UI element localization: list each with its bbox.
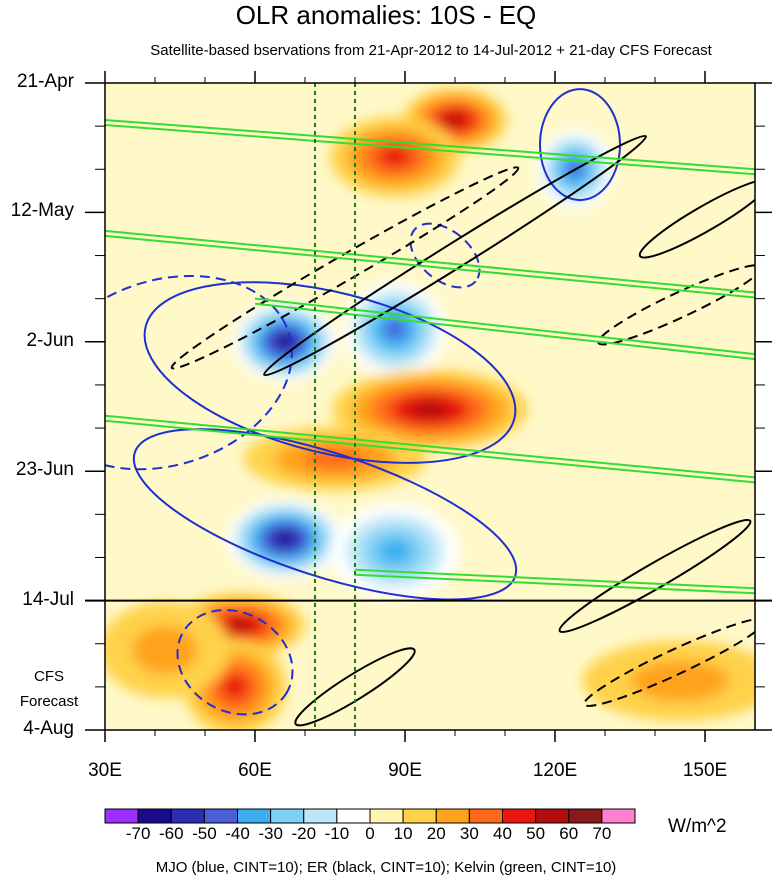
anomaly-blob-12-2 xyxy=(631,660,729,701)
er-contour-0 xyxy=(170,166,520,370)
colorbar-swatch-8 xyxy=(369,808,404,824)
forecast-label-line2: Forecast xyxy=(19,693,79,710)
colorbar-label--50: -50 xyxy=(192,824,217,843)
colorbar-swatch-15 xyxy=(601,808,636,824)
colorbar-swatch-12 xyxy=(502,808,537,824)
mjo-contour-0 xyxy=(105,274,293,471)
anomaly-blob-10-4 xyxy=(222,674,248,699)
colorbar-label--20: -20 xyxy=(291,824,317,843)
forecast-label-line1: CFS xyxy=(34,668,64,685)
anomaly-blob-1-4 xyxy=(378,146,412,167)
plot-frame xyxy=(104,82,756,731)
colorbar-swatch-7 xyxy=(336,808,371,824)
kelvin-contour-4-1 xyxy=(354,573,755,595)
kelvin-contour-4-0 xyxy=(354,568,755,590)
y-tick-label-14-Jul: 14-Jul xyxy=(22,588,74,610)
chart-title: OLR anomalies: 10S - EQ xyxy=(235,0,537,30)
anomaly-blob-7-7 xyxy=(276,533,294,545)
mjo-contour-5 xyxy=(409,222,481,289)
colorbar-label--10: -10 xyxy=(324,824,350,843)
colorbar-swatch-10 xyxy=(435,808,470,824)
x-tick-label-120E: 120E xyxy=(532,760,578,781)
colorbar-swatch-11 xyxy=(468,808,503,824)
er-contour-2 xyxy=(597,264,755,346)
mjo-contour-3 xyxy=(176,609,294,716)
kelvin-contour-2-0 xyxy=(254,297,755,356)
colorbar-swatch-1 xyxy=(137,808,172,824)
er-contour-1 xyxy=(263,134,647,377)
x-tick-label-150E: 150E xyxy=(682,760,728,781)
x-tick-label-60E: 60E xyxy=(238,760,272,781)
er-contour-3 xyxy=(638,178,755,259)
anomaly-blob-3-7 xyxy=(277,336,293,348)
colorbar-label-70: 70 xyxy=(592,824,612,843)
colorbar-units: W/m^2 xyxy=(668,816,727,837)
anomaly-blob-11-2 xyxy=(132,625,198,674)
y-tick-label-2-Jun: 2-Jun xyxy=(26,329,74,351)
x-tick-label-30E: 30E xyxy=(88,760,122,781)
er-contour-6 xyxy=(294,647,416,727)
y-tick-label-21-Apr: 21-Apr xyxy=(16,71,74,92)
mjo-contour-2 xyxy=(143,281,517,464)
anomaly-blob-8-4 xyxy=(378,539,412,564)
colorbar-swatch-4 xyxy=(237,808,272,824)
colorbar-swatch-2 xyxy=(170,808,205,824)
colorbar-label-60: 60 xyxy=(559,824,579,843)
colorbar-label--70: -70 xyxy=(125,824,151,843)
colorbar-swatch-0 xyxy=(104,808,139,824)
anomaly-blob-0-5 xyxy=(444,113,466,127)
mjo-contour-1 xyxy=(132,428,518,601)
chart-subtitle: Satellite-based bservations from 21-Apr-… xyxy=(150,42,712,59)
chart-footer: MJO (blue, CINT=10); ER (black, CINT=10)… xyxy=(155,859,617,876)
colorbar-swatch-5 xyxy=(270,808,305,824)
colorbar-label-20: 20 xyxy=(426,824,446,843)
kelvin-contour-3-0 xyxy=(105,414,755,479)
anomaly-blob-5-5 xyxy=(410,401,450,418)
contour-layer xyxy=(105,83,755,730)
kelvin-contour-2-1 xyxy=(254,302,755,361)
colorbar xyxy=(104,808,636,824)
colorbar-swatch-13 xyxy=(535,808,570,824)
y-tick-label-12-May: 12-May xyxy=(10,200,74,222)
er-contour-4 xyxy=(558,518,752,633)
colorbar-label--40: -40 xyxy=(225,824,250,843)
colorbar-swatch-3 xyxy=(203,808,238,824)
kelvin-contour-1-1 xyxy=(105,234,755,299)
colorbar-swatch-14 xyxy=(568,808,603,824)
colorbar-label--30: -30 xyxy=(258,824,283,843)
kelvin-contour-0-0 xyxy=(105,118,755,171)
er-contour-5 xyxy=(583,617,755,707)
colorbar-label-0: 0 xyxy=(365,824,375,843)
anomaly-blob-9-5 xyxy=(227,618,253,632)
colorbar-label-50: 50 xyxy=(526,824,546,843)
colorbar-swatch-6 xyxy=(303,808,338,824)
kelvin-contour-3-1 xyxy=(105,419,755,484)
colorbar-label-30: 30 xyxy=(459,824,479,843)
colorbar-swatch-9 xyxy=(402,808,437,824)
colorbar-label-10: 10 xyxy=(393,824,413,843)
colorbar-label-40: 40 xyxy=(493,824,512,843)
y-tick-label-4-Aug: 4-Aug xyxy=(23,718,74,739)
anomaly-blob-4-5 xyxy=(384,319,406,340)
colorbar-label--60: -60 xyxy=(158,824,184,843)
kelvin-contour-0-1 xyxy=(105,123,755,176)
y-tick-label-23-Jun: 23-Jun xyxy=(15,459,74,481)
x-tick-label-90E: 90E xyxy=(388,760,422,781)
kelvin-contour-1-0 xyxy=(105,229,755,294)
